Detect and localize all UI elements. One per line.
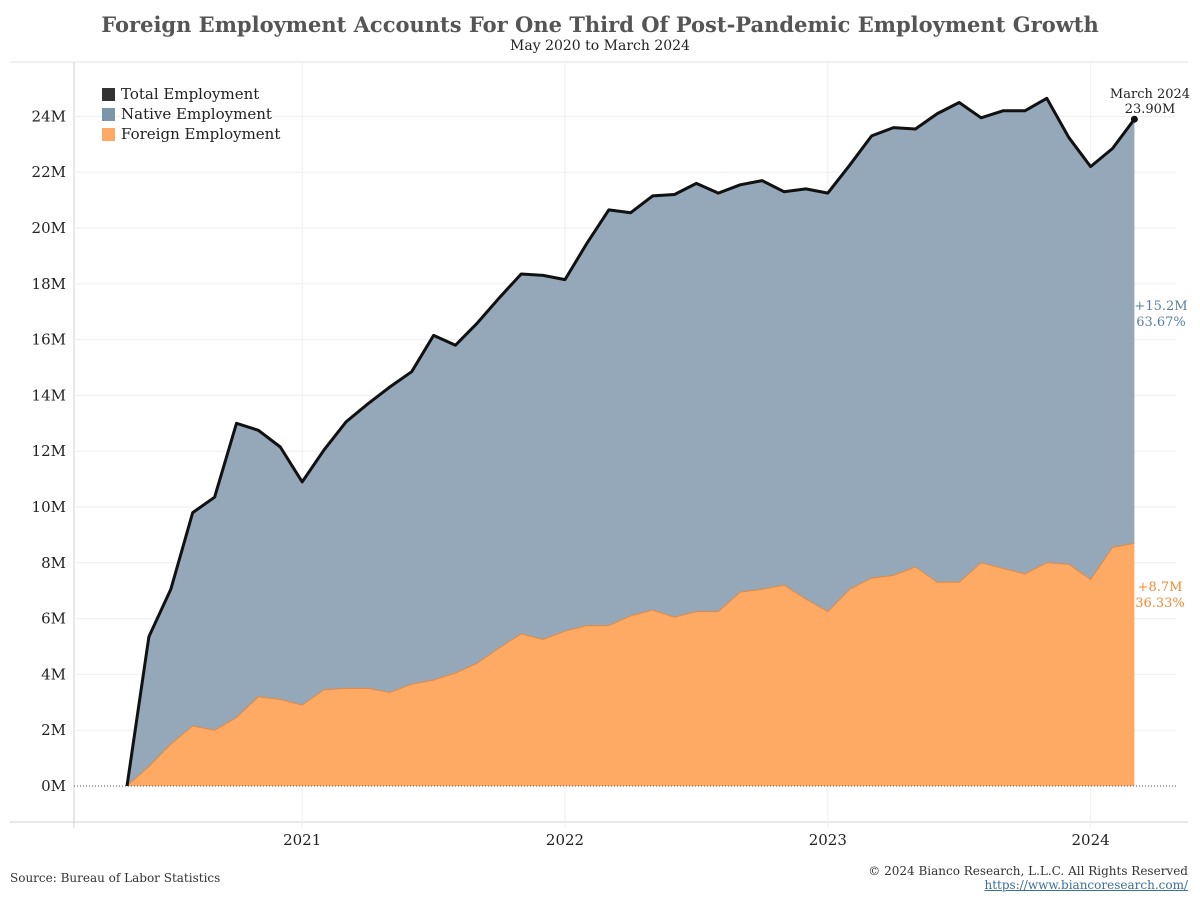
y-tick-label: 2M (41, 721, 66, 739)
legend-label-foreign: Foreign Employment (121, 125, 281, 143)
y-tick-label: 10M (32, 498, 66, 516)
end-label-value: 23.90M (1125, 102, 1176, 117)
website-link[interactable]: https://www.biancoresearch.com/ (984, 878, 1188, 892)
y-tick-label: 12M (32, 442, 66, 460)
legend: Total Employment Native Employment Forei… (102, 84, 280, 144)
legend-item-native: Native Employment (102, 104, 280, 124)
source-note: Source: Bureau of Labor Statistics (10, 871, 221, 885)
end-label-date: March 2024 (1110, 87, 1190, 102)
copyright-note: © 2024 Bianco Research, L.L.C. All Right… (868, 864, 1188, 878)
y-tick-label: 16M (32, 331, 66, 349)
legend-item-total: Total Employment (102, 84, 280, 104)
native-change-label: +15.2M (1134, 299, 1187, 314)
y-tick-label: 18M (32, 275, 66, 293)
y-tick-label: 6M (41, 610, 66, 628)
legend-label-native: Native Employment (121, 105, 272, 123)
legend-swatch-total (102, 87, 115, 101)
y-tick-label: 24M (32, 107, 66, 125)
y-tick-label: 8M (41, 554, 66, 572)
x-tick-label: 2023 (809, 831, 847, 849)
x-tick-label: 2022 (546, 831, 584, 849)
chart-subtitle: May 2020 to March 2024 (510, 38, 690, 54)
native-pct-label: 63.67% (1136, 315, 1186, 330)
x-tick-label: 2024 (1072, 831, 1110, 849)
legend-item-foreign: Foreign Employment (102, 124, 280, 144)
y-tick-label: 14M (32, 386, 66, 404)
total-employment-line (125, 96, 1136, 787)
foreign-change-label: +8.7M (1138, 580, 1183, 595)
y-tick-label: 20M (32, 219, 66, 237)
total-end-point (1130, 115, 1138, 123)
native-employment-area (127, 98, 1135, 787)
x-tick-label: 2021 (283, 831, 321, 849)
chart-title: Foreign Employment Accounts For One Thir… (101, 12, 1099, 37)
legend-swatch-native (102, 107, 115, 121)
foreign-employment-area (127, 543, 1135, 786)
foreign-employment-edge (126, 542, 1135, 787)
foreign-pct-label: 36.33% (1135, 596, 1185, 611)
legend-label-total: Total Employment (121, 85, 260, 103)
y-tick-label: 4M (41, 665, 66, 683)
y-tick-label: 0M (41, 777, 66, 795)
legend-swatch-foreign (102, 127, 115, 141)
y-tick-label: 22M (32, 163, 66, 181)
